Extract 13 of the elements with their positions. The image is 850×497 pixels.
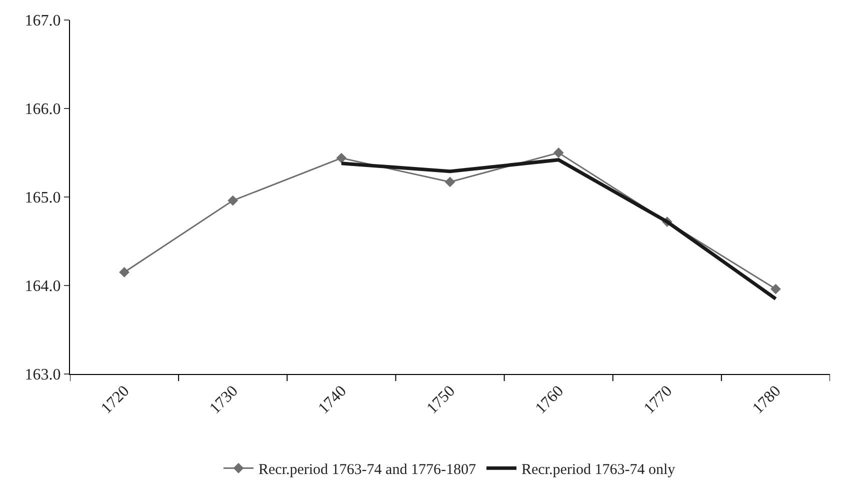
point — [444, 176, 456, 188]
point — [553, 148, 564, 158]
point — [336, 152, 347, 164]
y-tick-label: 163.0 — [24, 366, 61, 384]
point — [770, 284, 781, 294]
y-tick-label: 165.0 — [24, 190, 61, 207]
y-tick-label: 167.0 — [24, 12, 61, 30]
point — [228, 195, 238, 206]
y-tick-label: 166.0 — [24, 101, 61, 118]
point — [119, 267, 130, 278]
y-tick-label: 164.0 — [24, 278, 61, 296]
legend-label: Recr.period 1763-74 only — [521, 462, 676, 478]
legend-label: Recr.period 1763-74 and 1776-1807 — [258, 462, 476, 478]
